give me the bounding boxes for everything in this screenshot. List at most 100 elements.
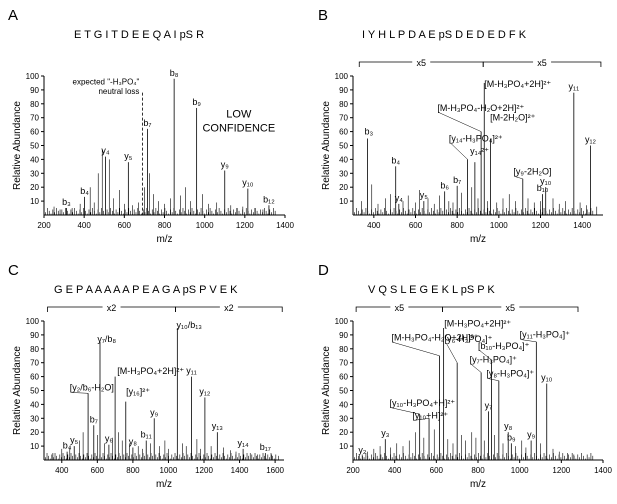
y-tick-label: 100 [335, 317, 349, 326]
peak-label: [y₆-H₃PO₄]⁺ [445, 334, 493, 344]
x-tick-label: 600 [91, 466, 105, 475]
x-tick-label: 800 [158, 221, 172, 230]
peak-label: y₁₂ [585, 135, 597, 145]
scale-label-bg [501, 303, 520, 312]
chart-panel-d: D V Q S L E G E K L pS P K x5 x5 10 20 30 40 50 6… [318, 262, 612, 490]
y-tick-label: 40 [30, 155, 39, 164]
y-tick-label: 90 [339, 331, 348, 340]
y-tick-label: 80 [30, 100, 39, 109]
x-tick-label: 200 [37, 221, 51, 230]
x-tick-label: 800 [471, 466, 485, 475]
peptide-sequence: G E P A A A A A P E A G A pS P V E K [54, 284, 238, 296]
y-axis-label: Relative Abundance [12, 101, 23, 190]
y-tick-label: 70 [339, 114, 348, 123]
y-tick-label: 90 [339, 86, 348, 95]
peak-leader [488, 378, 499, 382]
y-tick-label: 100 [335, 72, 349, 81]
peak-leader [391, 407, 420, 415]
x-tick-label: 400 [367, 221, 381, 230]
peak-label: y₅ [124, 151, 133, 161]
y-tick-label: 30 [339, 414, 348, 423]
peak-label: b₃ [364, 126, 373, 136]
peak-leader [521, 339, 537, 343]
peak-label: b₉ [192, 97, 201, 107]
peak-leader [450, 143, 468, 160]
x-tick-label: 600 [118, 221, 132, 230]
y-tick-label: 20 [30, 428, 39, 437]
y-tick-label: 20 [30, 183, 39, 192]
y-tick-label: 60 [30, 373, 39, 382]
y-tick-label: 90 [30, 331, 39, 340]
y-tick-label: 20 [339, 183, 348, 192]
y-tick-label: 30 [339, 169, 348, 178]
peak-label: [M-H₃PO₄+2H]²⁺ [484, 79, 551, 89]
y-axis-label: Relative Abundance [321, 346, 332, 435]
confidence-label: LOW [226, 109, 252, 121]
chart-panel-b: B I Y H L P D A E pS D E D E D F K x5 x5 10 2… [318, 7, 603, 245]
peak-label: y₁₃ [212, 421, 224, 431]
x-tick-label: 400 [55, 466, 69, 475]
x-tick-label: 1200 [532, 221, 550, 230]
x-tick-label: 1200 [552, 466, 570, 475]
y-tick-label: 10 [30, 442, 39, 451]
peak-leader [393, 342, 440, 356]
panel-label: D [318, 262, 329, 279]
peak-label: y₁₄ [238, 438, 250, 448]
peak-label: b₁₁ [141, 430, 152, 440]
y-axis-label: Relative Abundance [321, 101, 332, 190]
panel-label: A [8, 7, 18, 24]
peak-label: y₈ [129, 436, 138, 446]
x-tick-label: 1000 [490, 221, 508, 230]
y-tick-label: 40 [30, 400, 39, 409]
peak-label: b₉ [507, 432, 516, 442]
y-tick-label: 80 [339, 100, 348, 109]
peak-label: b₁₀ [537, 183, 549, 193]
peak-label: y₃ [381, 428, 390, 438]
scale-label-bg [102, 303, 121, 312]
x-tick-label: 1400 [594, 466, 612, 475]
scale-label-bg [412, 58, 431, 67]
peak-label: y₁₄²⁺ [470, 146, 489, 156]
peak-label: [y₂/b₆-H₂O] [70, 383, 114, 393]
x-tick-label: 1000 [160, 466, 178, 475]
peak-label: [y₁₀+H]²⁺ [412, 410, 448, 420]
scale-label: x2 [224, 303, 234, 313]
y-tick-label: 40 [339, 400, 348, 409]
x-tick-label: 1400 [231, 466, 249, 475]
peak-label: y₉ [150, 407, 159, 417]
peak-label: y₄ [101, 146, 110, 156]
scale-label: x5 [395, 303, 405, 313]
scale-label: x5 [537, 58, 547, 68]
peak-label: y₄ [395, 193, 404, 203]
x-axis-label: m/z [156, 234, 172, 245]
chart-panel-c: C G E P A A A A A P E A G A pS P V E K x2 x… [8, 262, 285, 490]
peak-leader [479, 350, 492, 361]
peak-label: b₃ [62, 197, 71, 207]
peak-label: y₇ [485, 400, 493, 410]
y-tick-label: 80 [339, 345, 348, 354]
peak-label: [y₇-H₃PO₄]⁺ [470, 355, 517, 365]
peak-leader [414, 418, 430, 421]
peak-label: y₁₀ [541, 373, 553, 383]
peak-label: y₅ [420, 190, 429, 200]
y-tick-label: 50 [30, 387, 39, 396]
x-tick-label: 1400 [276, 221, 294, 230]
peak-label: y₁₁ [569, 82, 580, 92]
y-tick-label: 70 [30, 359, 39, 368]
peak-label: y₆ [105, 434, 114, 444]
y-tick-label: 100 [26, 72, 40, 81]
x-axis-label: m/z [470, 234, 486, 245]
peak-label: y₇/b₈ [97, 334, 116, 344]
x-tick-label: 400 [388, 466, 402, 475]
peak-label: y₁₂ [199, 386, 211, 396]
y-tick-label: 50 [30, 142, 39, 151]
y-tick-label: 10 [339, 442, 348, 451]
peptide-sequence: V Q S L E G E K L pS P K [368, 284, 495, 296]
confidence-label: CONFIDENCE [202, 123, 275, 135]
peak-label: b₁₂ [263, 194, 275, 204]
peptide-sequence: I Y H L P D A E pS D E D E D F K [362, 29, 527, 41]
peak-label: [y₈-H₃PO₄]⁺ [486, 369, 534, 379]
peak-label: [M-H₃PO₄-H₂O+2H]²⁺ [392, 332, 479, 342]
x-tick-label: 1200 [236, 221, 254, 230]
